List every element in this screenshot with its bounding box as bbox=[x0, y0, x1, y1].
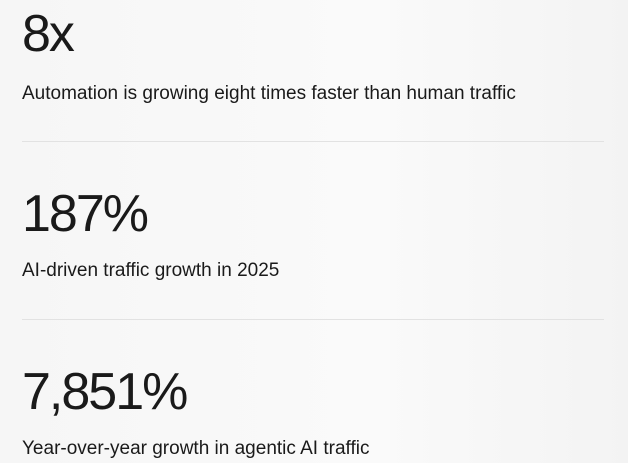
stat-agentic-traffic: 7,851% Year-over-year growth in agentic … bbox=[22, 366, 604, 461]
divider bbox=[22, 319, 604, 320]
stat-value: 7,851% bbox=[22, 363, 188, 421]
stat-ai-traffic: 187% AI-driven traffic growth in 2025 bbox=[22, 188, 604, 283]
stat-label: AI-driven traffic growth in 2025 bbox=[22, 260, 280, 281]
stat-automation: 8x Automation is growing eight times fas… bbox=[22, 8, 604, 106]
stat-value: 8x bbox=[22, 5, 75, 63]
stat-value: 187% bbox=[22, 185, 149, 243]
stat-label: Automation is growing eight times faster… bbox=[22, 83, 516, 104]
stat-label: Year-over-year growth in agentic AI traf… bbox=[22, 438, 370, 459]
divider bbox=[22, 141, 604, 142]
